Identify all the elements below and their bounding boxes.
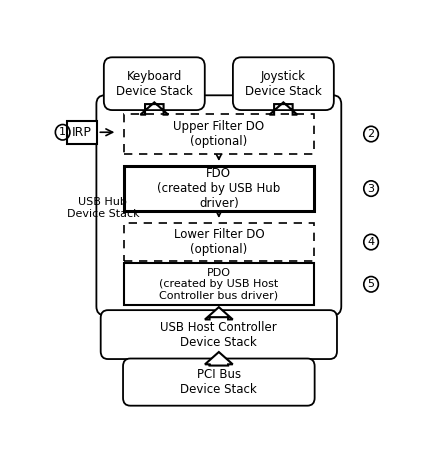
FancyBboxPatch shape: [124, 223, 313, 261]
FancyBboxPatch shape: [101, 310, 336, 359]
Text: FDO
(created by USB Hub
driver): FDO (created by USB Hub driver): [157, 167, 280, 210]
Text: PDO
(created by USB Host
Controller bus driver): PDO (created by USB Host Controller bus …: [159, 268, 278, 301]
FancyBboxPatch shape: [104, 57, 204, 110]
FancyBboxPatch shape: [124, 166, 313, 212]
FancyBboxPatch shape: [123, 359, 314, 406]
Polygon shape: [140, 102, 168, 115]
FancyBboxPatch shape: [232, 57, 333, 110]
Text: 3: 3: [367, 184, 374, 194]
Text: 4: 4: [367, 237, 374, 247]
Text: 5: 5: [367, 279, 374, 289]
FancyBboxPatch shape: [124, 263, 313, 305]
Text: 2: 2: [367, 129, 374, 139]
Text: Upper Filter DO
(optional): Upper Filter DO (optional): [173, 120, 264, 148]
Text: Lower Filter DO
(optional): Lower Filter DO (optional): [173, 228, 264, 256]
Text: USB Hub
Device Stack: USB Hub Device Stack: [66, 197, 139, 219]
Text: 1: 1: [59, 127, 66, 137]
FancyBboxPatch shape: [124, 114, 313, 154]
Text: PCI Bus
Device Stack: PCI Bus Device Stack: [180, 368, 256, 396]
Text: IRP: IRP: [72, 126, 92, 139]
FancyBboxPatch shape: [96, 96, 340, 315]
Polygon shape: [269, 102, 296, 115]
Text: Joystick
Device Stack: Joystick Device Stack: [245, 70, 321, 98]
Polygon shape: [204, 352, 232, 366]
Text: Keyboard
Device Stack: Keyboard Device Stack: [116, 70, 192, 98]
FancyBboxPatch shape: [67, 121, 97, 143]
Polygon shape: [204, 307, 232, 319]
Text: USB Host Controller
Device Stack: USB Host Controller Device Stack: [160, 321, 276, 349]
